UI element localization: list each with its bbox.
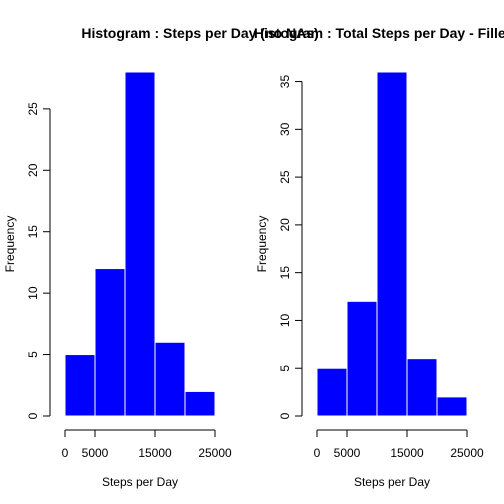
y-tick-label: 10: [278, 313, 292, 327]
y-axis-label: Frequency: [255, 216, 269, 273]
histogram-panel-steps-filled-nas: Histogram : Total Steps per Day - Filled…: [254, 25, 504, 489]
x-tick-label: 15000: [138, 446, 172, 460]
x-tick-label: 5000: [334, 446, 361, 460]
y-tick-label: 25: [26, 102, 40, 116]
histogram-bar: [406, 358, 438, 417]
histogram-bar: [436, 396, 468, 417]
y-tick-label: 0: [278, 412, 292, 419]
y-tick-label: 0: [26, 412, 40, 419]
chart-title: Histogram : Steps per Day (no NAs): [81, 25, 318, 41]
x-tick-label: 5000: [82, 446, 109, 460]
x-tick-label: 25000: [450, 446, 484, 460]
y-tick-label: 35: [278, 75, 292, 89]
histogram-bar: [316, 367, 348, 417]
x-tick-label: 25000: [198, 446, 232, 460]
histogram-bar: [124, 71, 156, 417]
y-tick-label: 30: [278, 122, 292, 136]
histogram-bar: [154, 341, 186, 417]
bars: [316, 71, 468, 417]
bars: [64, 71, 216, 417]
y-tick-label: 20: [26, 163, 40, 177]
y-tick-label: 10: [26, 286, 40, 300]
histogram-bar: [94, 268, 126, 417]
histogram-bar: [346, 300, 378, 417]
y-tick-label: 15: [26, 225, 40, 239]
y-tick-label: 15: [278, 266, 292, 280]
x-tick-label: 0: [62, 446, 69, 460]
y-tick-label: 25: [278, 170, 292, 184]
x-tick-label: 15000: [390, 446, 424, 460]
y-axis: 0 5 10 15 20 25 30 35: [278, 75, 303, 419]
y-tick-label: 5: [278, 365, 292, 372]
y-tick-label: 20: [278, 218, 292, 232]
chart-title: Histogram : Total Steps per Day - Filled…: [254, 25, 504, 41]
histogram-bar: [64, 354, 96, 417]
y-axis-label: Frequency: [3, 216, 17, 273]
histogram-bar: [184, 390, 216, 417]
x-tick-label: 0: [314, 446, 321, 460]
x-axis: 0 5000 15000 25000: [62, 429, 232, 460]
x-axis-label: Steps per Day: [354, 475, 430, 489]
y-axis: 0 5 10 15 20 25: [26, 102, 51, 419]
x-axis-label: Steps per Day: [102, 475, 178, 489]
x-axis: 0 5000 15000 25000: [314, 429, 484, 460]
y-tick-label: 5: [26, 351, 40, 358]
histogram-bar: [376, 71, 408, 417]
histogram-panel-steps-no-nas: Histogram : Steps per Day (no NAs) Steps…: [3, 25, 319, 489]
